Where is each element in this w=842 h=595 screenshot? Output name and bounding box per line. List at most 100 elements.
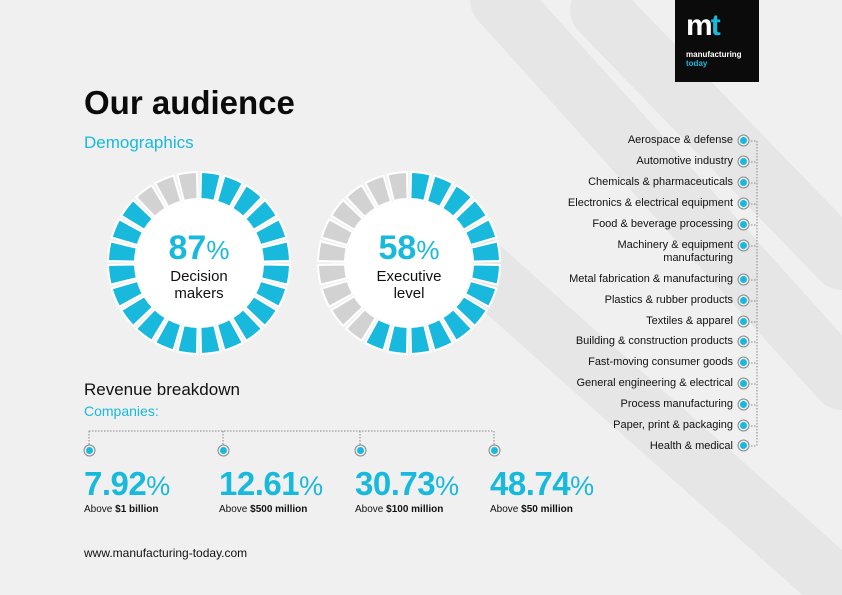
donut-segment-filled — [409, 323, 432, 355]
revenue-dot — [491, 447, 498, 454]
website-link[interactable]: www.manufacturing-today.com — [84, 546, 248, 560]
donut-segment-filled — [453, 198, 489, 232]
donut-segment-filled — [119, 294, 155, 328]
revenue-item-100m: 30.73% Above $100 million — [355, 465, 459, 516]
donut-segment-empty — [329, 198, 365, 232]
industry-dot — [740, 276, 747, 283]
donut-label-line2: makers — [174, 285, 224, 302]
donut-segment-filled — [386, 323, 409, 355]
donut-segment-filled — [463, 279, 498, 309]
industry-dot — [740, 242, 747, 249]
donut-decision-makers: 87% Decision makers — [104, 168, 294, 358]
logo-text-line2: today — [686, 59, 708, 68]
donut-center — [346, 200, 472, 326]
donut-segment-empty — [363, 174, 393, 209]
revenue-dot — [86, 447, 93, 454]
donut-segment-empty — [344, 183, 378, 219]
industry-health-medical: Health & medical — [649, 440, 733, 452]
donut-segment-empty — [386, 171, 409, 203]
industry-building: Building & construction products — [575, 335, 733, 347]
donut-segment-filled — [110, 217, 145, 247]
revenue-dot — [220, 447, 227, 454]
industry-dot — [740, 297, 747, 304]
industry-automotive: Automotive industry — [636, 155, 733, 167]
donut-segment-filled — [469, 240, 501, 263]
revenue-item-1b: 7.92% Above $1 billion — [84, 465, 170, 516]
donut-segment-filled — [469, 263, 501, 286]
revenue-value: 30.73% — [355, 465, 459, 502]
donut-segment-filled — [176, 323, 199, 355]
donut-segment-filled — [199, 323, 222, 355]
industry-general-engineering: General engineering & electrical — [576, 377, 733, 389]
donut-segment-empty — [320, 279, 355, 309]
industry-electronics: Electronics & electrical equipment — [567, 197, 733, 209]
revenue-value: 7.92% — [84, 465, 170, 502]
donut-segment-filled — [215, 174, 245, 209]
industry-dot — [740, 442, 747, 449]
industry-food-beverage: Food & beverage processing — [592, 218, 733, 230]
industry-dot — [740, 200, 747, 207]
industry-dot — [740, 401, 747, 408]
industry-dot — [740, 380, 747, 387]
brand-logo[interactable]: mt manufacturing today — [675, 0, 759, 82]
revenue-label: Above $1 billion — [84, 504, 159, 515]
revenue-subheading: Companies: — [84, 403, 159, 419]
donut-segment-filled — [230, 183, 264, 219]
donut-segment-filled — [119, 198, 155, 232]
demographics-heading: Demographics — [84, 133, 194, 152]
donut-segment-filled — [215, 317, 245, 352]
revenue-value: 48.74% — [490, 465, 594, 502]
donut-segment-filled — [440, 183, 474, 219]
industry-textiles: Textiles & apparel — [646, 315, 733, 327]
logo-text-line1: manufacturing — [686, 50, 742, 59]
donut-segment-filled — [199, 171, 222, 203]
logo-mark: mt — [686, 9, 721, 42]
industry-dot — [740, 318, 747, 325]
donut-segment-empty — [344, 307, 378, 343]
donut-ring — [107, 171, 291, 355]
industry-machinery: Machinery & equipment manufacturing — [617, 239, 733, 264]
industry-paper-print: Paper, print & packaging — [613, 419, 733, 431]
revenue-item-500m: 12.61% Above $500 million — [219, 465, 323, 516]
donut-segment-filled — [243, 294, 279, 328]
industry-dot — [740, 137, 747, 144]
revenue-item-50m: 48.74% Above $50 million — [490, 465, 594, 516]
donut-segment-filled — [153, 317, 183, 352]
donut-label-line2: level — [393, 285, 425, 302]
donut-segment-filled — [440, 307, 474, 343]
donut-segment-empty — [153, 174, 183, 209]
donut-segment-empty — [176, 171, 199, 203]
donut-segment-filled — [259, 240, 291, 263]
donut-segment-filled — [110, 279, 145, 309]
donut-label-line1: Decision — [170, 268, 228, 285]
donut-segment-filled — [409, 171, 432, 203]
donut-segment-empty — [320, 217, 355, 247]
revenue-value: 12.61% — [219, 465, 323, 502]
revenue-heading: Revenue breakdown — [84, 380, 240, 399]
industry-aerospace: Aerospace & defense — [627, 134, 733, 146]
donut-ring — [317, 171, 501, 355]
donut-segment-filled — [363, 317, 393, 352]
donut-segment-filled — [107, 263, 139, 286]
donut-segment-empty — [329, 294, 365, 328]
donut-segment-empty — [317, 240, 349, 263]
revenue-label: Above $500 million — [219, 504, 308, 515]
industry-chemicals: Chemicals & pharmaceuticals — [588, 176, 733, 188]
donut-segment-filled — [253, 217, 288, 247]
donut-executive-level: 58% Executive level — [314, 168, 504, 358]
donut-segment-filled — [253, 279, 288, 309]
donut-segment-filled — [259, 263, 291, 286]
industry-dot — [740, 338, 747, 345]
revenue-dot — [357, 447, 364, 454]
page-title: Our audience — [84, 84, 295, 121]
industry-process-manufacturing: Process manufacturing — [620, 398, 734, 410]
donut-segment-filled — [134, 307, 168, 343]
donut-center — [136, 200, 262, 326]
revenue-label: Above $50 million — [490, 504, 573, 515]
industry-dot — [740, 422, 747, 429]
industry-dot — [740, 158, 747, 165]
donut-segment-filled — [463, 217, 498, 247]
donut-segment-empty — [317, 263, 349, 286]
donut-segment-empty — [134, 183, 168, 219]
